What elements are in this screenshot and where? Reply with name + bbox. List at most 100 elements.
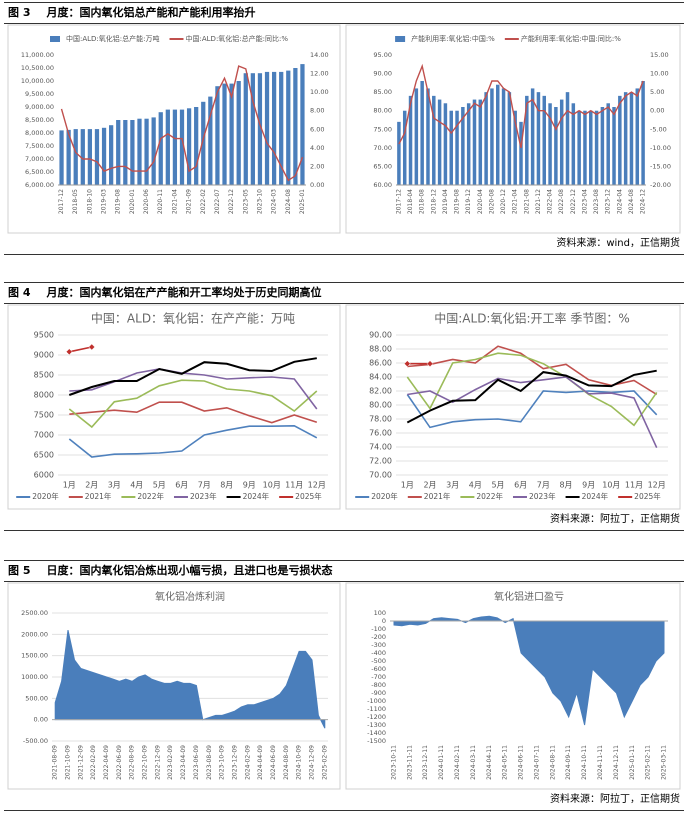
bar	[443, 103, 448, 185]
bar	[123, 120, 128, 185]
bar	[158, 112, 163, 185]
x-tick-label: 2022-04-09	[103, 745, 110, 780]
bar	[466, 103, 471, 185]
bar	[461, 107, 465, 185]
y-tick-label: 2500.00	[21, 609, 48, 617]
x-tick-label: 2022-06-09	[116, 745, 123, 780]
y2-tick-label: 10.00	[310, 88, 329, 96]
x-tick-label: 11月	[285, 481, 303, 490]
figure-label: 图 5	[8, 564, 31, 577]
x-tick-label: 2024-07-11	[533, 745, 540, 780]
bar	[144, 118, 149, 185]
x-tick-label: 4月	[469, 481, 482, 490]
bar	[420, 81, 424, 185]
x-tick-label: 2020-04	[477, 189, 484, 214]
bar	[583, 110, 587, 185]
bar	[257, 73, 263, 185]
y-tick-label: -400	[371, 649, 386, 657]
y-tick-label: 10,500.00	[21, 64, 54, 72]
x-tick-label: 2025-03-11	[661, 745, 668, 780]
x-tick-label: 2024-06-11	[518, 745, 525, 780]
bar	[80, 129, 85, 185]
chart-title: 氧化铝进口盈亏	[494, 590, 564, 603]
y-tick-label: 0	[382, 617, 386, 625]
legend-label: 2021年	[424, 491, 451, 501]
y-tick-label: 80.00	[373, 107, 392, 115]
line	[60, 65, 304, 182]
y-tick-label: -600	[371, 665, 386, 673]
legend: 2020年 2021年 2022年 2023年 2024年 2025年	[355, 491, 661, 501]
line	[406, 352, 658, 427]
x-tick-label: 2024-08	[628, 189, 635, 214]
x-tick-label: 2019-03	[101, 189, 108, 214]
bar	[215, 86, 220, 185]
x-tick-label: 2024-04-11	[486, 745, 493, 780]
y-tick-label: 90.00	[373, 70, 392, 78]
bar	[635, 88, 640, 185]
bar	[641, 81, 645, 185]
y-tick-label: -200	[371, 633, 386, 641]
bar	[606, 103, 610, 185]
bar	[208, 96, 213, 185]
y-tick-label: 70.00	[373, 144, 392, 152]
bar	[130, 120, 135, 185]
y-tick-label: -1400	[367, 729, 386, 737]
figure-label: 图 4	[8, 286, 31, 299]
x-tick-label: 2023-12-11	[422, 745, 429, 780]
bar	[414, 88, 419, 185]
x-tick-label: 2021-12-09	[77, 745, 84, 780]
bar	[172, 109, 178, 185]
x-tick-label: 2017-12	[58, 189, 65, 214]
bar	[137, 118, 142, 185]
bar	[548, 103, 552, 185]
x-tick-label: 1月	[63, 481, 76, 490]
chart-frame	[7, 24, 341, 234]
legend-swatch	[395, 36, 406, 42]
y-tick-label: 7500	[34, 411, 54, 420]
line	[69, 346, 92, 353]
line	[68, 424, 318, 458]
y2-tick-label: 8.00	[310, 107, 324, 115]
area	[54, 629, 326, 729]
legend: 产能利用率:氧化铝:中国:% 产能利用率:氧化铝:中国:同比:%	[395, 34, 621, 43]
bar	[250, 73, 255, 185]
x-tick-label: 2019-08	[115, 189, 122, 214]
x-tick-label: 10月	[263, 481, 281, 490]
bar	[286, 70, 291, 185]
bar	[432, 95, 436, 185]
x-tick-label: 2019-04	[442, 189, 449, 214]
x-tick-label: 2023-11-11	[406, 745, 413, 780]
x-tick-label: 2024-09-11	[565, 745, 572, 780]
figure-header: 图 3 月度：国内氧化铝总产能和产能利用率抬升	[4, 2, 684, 24]
y-tick-label: -500	[371, 657, 386, 665]
x-tick-label: 2021-12	[535, 189, 542, 214]
line	[398, 63, 644, 149]
x-tick-label: 2024-05-11	[502, 745, 509, 780]
chart-frame	[345, 304, 681, 510]
legend-label: 2024年	[582, 491, 609, 501]
y-tick-label: -300	[371, 641, 386, 649]
bar	[542, 95, 546, 185]
legend-label: 2020年	[32, 491, 59, 501]
y-tick-label: 8,500.00	[25, 116, 54, 124]
x-tick-label: 2024-12	[640, 189, 647, 214]
x-tick-label: 2022-08	[558, 189, 565, 214]
x-tick-label: 2023-08	[593, 189, 600, 214]
x-tick-label: 2018-08	[419, 189, 426, 214]
y2-tick-label: 10.00	[650, 70, 669, 78]
bar	[472, 99, 477, 185]
line	[406, 369, 657, 424]
bar	[271, 71, 277, 185]
x-tick-label: 2025-01	[299, 189, 306, 214]
x-tick-label: 2022-02	[200, 189, 207, 214]
x-tick-label: 2022-07	[214, 189, 221, 214]
bar	[101, 127, 107, 185]
legend-label: 2020年	[371, 491, 398, 501]
bar	[490, 88, 494, 185]
y2-tick-label: 0.00	[650, 107, 664, 115]
bar	[236, 81, 241, 185]
legend: 中国:ALD:氧化铝:总产能:万吨 中国:ALD:氧化铝:总产能:同比:%	[50, 34, 288, 43]
x-tick-label: 12月	[648, 481, 666, 490]
x-tick-label: 2024-08-11	[549, 745, 556, 780]
